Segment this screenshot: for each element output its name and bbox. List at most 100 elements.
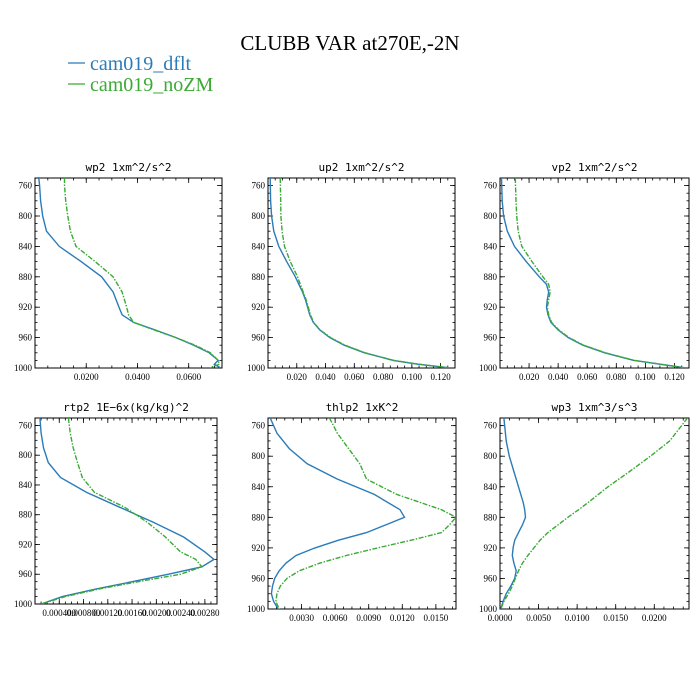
- y-tick-label: 960: [484, 573, 498, 583]
- y-tick-label: 800: [252, 211, 266, 221]
- y-tick-label: 920: [19, 302, 33, 312]
- y-tick-label: 760: [252, 181, 266, 191]
- y-tick-label: 880: [252, 512, 266, 522]
- x-tick-label: 0.020: [519, 372, 540, 382]
- y-tick-label: 920: [19, 539, 33, 549]
- x-tick-label: 0.0200: [642, 613, 667, 623]
- series-line-nozm: [514, 178, 687, 368]
- x-tick-label: 0.0050: [526, 613, 551, 623]
- y-tick-label: 800: [484, 451, 498, 461]
- x-tick-label: 0.00240: [166, 608, 196, 618]
- panel-title: wp2 1xm^2/s^2: [85, 161, 171, 174]
- y-tick-label: 760: [19, 420, 33, 430]
- y-tick-label: 800: [484, 211, 498, 221]
- x-tick-label: 0.040: [315, 372, 336, 382]
- y-tick-label: 880: [19, 272, 33, 282]
- plot-frame: [499, 417, 690, 610]
- panel-6: wp3 1xm^3/s^3 760 800 840 880 920 960 10000.000…: [479, 401, 690, 623]
- y-tick-label: 760: [252, 421, 266, 431]
- x-tick-label: 0.0400: [125, 372, 150, 382]
- y-tick-label: 840: [252, 482, 266, 492]
- x-tick-label: 0.080: [606, 372, 627, 382]
- series-line-nozm: [500, 418, 689, 609]
- y-tick-label: 1000: [479, 363, 498, 373]
- x-tick-label: 0.060: [344, 372, 365, 382]
- panel-3: vp2 1xm^2/s^2 760 800 840 880 920 960 1000 0.020…: [479, 161, 690, 382]
- series-line-dflt: [39, 418, 216, 604]
- legend-label-dflt: cam019_dflt: [90, 53, 192, 75]
- panel-title: rtp2 1E−6x(kg/kg)^2: [63, 401, 189, 414]
- y-tick-label: 960: [484, 333, 498, 343]
- panel-title: up2 1xm^2/s^2: [318, 161, 404, 174]
- y-tick-label: 840: [19, 480, 33, 490]
- y-tick-label: 960: [19, 569, 33, 579]
- y-tick-label: 920: [252, 543, 266, 553]
- x-tick-label: 0.0200: [74, 372, 99, 382]
- y-tick-label: 840: [252, 241, 266, 251]
- series-line-nozm: [40, 418, 203, 604]
- x-tick-label: 0.040: [548, 372, 569, 382]
- x-tick-label: 0.00160: [117, 608, 147, 618]
- y-tick-label: 1000: [14, 363, 33, 373]
- plot-frame: [499, 177, 690, 369]
- x-tick-label: 0.0100: [565, 613, 590, 623]
- panels: wp2 1xm^2/s^2 760 800 840 880 920 960 1000 0.020…: [14, 161, 690, 623]
- x-tick-label: 0.120: [664, 372, 685, 382]
- y-tick-label: 760: [484, 181, 498, 191]
- plot-frame: [34, 177, 223, 369]
- y-tick-label: 840: [484, 241, 498, 251]
- x-tick-label: 0.0120: [390, 613, 415, 623]
- x-tick-label: 0.100: [635, 372, 656, 382]
- y-tick-label: 960: [252, 333, 266, 343]
- x-tick-label: 0.0030: [289, 613, 314, 623]
- y-tick-label: 880: [252, 272, 266, 282]
- y-tick-label: 960: [252, 573, 266, 583]
- x-tick-label: 0.060: [577, 372, 598, 382]
- y-tick-label: 920: [484, 302, 498, 312]
- x-tick-label: 0.0150: [423, 613, 448, 623]
- panel-1: wp2 1xm^2/s^2 760 800 840 880 920 960 1000 0.020…: [14, 161, 223, 382]
- legend-label-nozm: cam019_noZM: [90, 74, 214, 96]
- x-tick-label: 0.020: [287, 372, 308, 382]
- x-tick-label: 0.080: [373, 372, 394, 382]
- x-tick-label: 0.0000: [488, 613, 513, 623]
- y-tick-label: 840: [19, 241, 33, 251]
- x-tick-label: 0.0600: [176, 372, 201, 382]
- x-tick-label: 0.0060: [323, 613, 348, 623]
- x-tick-label: 0.00120: [93, 608, 123, 618]
- y-tick-label: 920: [484, 543, 498, 553]
- x-tick-label: 0.100: [402, 372, 423, 382]
- series-line-dflt: [269, 178, 451, 368]
- plot-frame: [34, 417, 218, 605]
- y-tick-label: 920: [252, 302, 266, 312]
- panel-5: thlp2 1xK^2 760 800 840 880 920 960 1000 0.0030 0…: [247, 401, 457, 623]
- x-tick-label: 0.0090: [356, 613, 381, 623]
- y-tick-label: 800: [19, 450, 33, 460]
- y-tick-label: 800: [19, 211, 33, 221]
- x-tick-label: 0.00200: [142, 608, 172, 618]
- y-tick-label: 880: [484, 272, 498, 282]
- legend: cam019_dflt cam019_noZM: [68, 53, 214, 96]
- x-tick-label: 0.000800: [67, 608, 101, 618]
- series-line-dflt: [500, 178, 687, 368]
- plot-frame: [267, 417, 457, 610]
- panel-title: wp3 1xm^3/s^3: [551, 401, 637, 414]
- x-tick-label: 0.00280: [190, 608, 220, 618]
- series-line-dflt: [500, 418, 527, 609]
- y-tick-label: 1000: [247, 604, 266, 614]
- series-line-nozm: [275, 418, 456, 609]
- y-tick-label: 960: [19, 333, 33, 343]
- panel-4: rtp2 1E−6x(kg/kg)^2 760 800 840 880 920 960 100…: [14, 401, 220, 618]
- x-tick-label: 0.000400: [42, 608, 76, 618]
- panel-title: thlp2 1xK^2: [326, 401, 399, 414]
- y-tick-label: 840: [484, 482, 498, 492]
- series-line-nozm: [279, 178, 451, 368]
- y-tick-label: 1000: [247, 363, 266, 373]
- y-tick-label: 880: [484, 512, 498, 522]
- panel-2: up2 1xm^2/s^2 760 800 840 880 920 960 1000 0.020…: [247, 161, 456, 382]
- y-tick-label: 760: [484, 421, 498, 431]
- x-tick-label: 0.120: [430, 372, 451, 382]
- series-line-nozm: [63, 178, 221, 368]
- figure-title: CLUBB VAR at270E,-2N: [240, 31, 459, 55]
- y-tick-label: 880: [19, 510, 33, 520]
